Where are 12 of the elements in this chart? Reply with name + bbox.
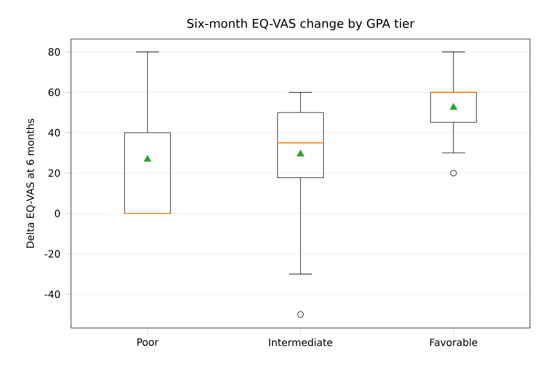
y-tick-label: 20 [48,169,60,177]
y-tick-label: 80 [48,48,60,56]
y-tick-label: 0 [54,210,60,218]
chart-title: Six-month EQ-VAS change by GPA tier [187,18,414,30]
y-axis-title: Delta EQ-VAS at 6 months [26,118,36,248]
x-tick-label: Favorable [430,338,478,346]
y-tick-label: -40 [44,290,60,298]
x-tick-label: Poor [137,338,159,346]
y-tick-label: -20 [44,250,60,258]
y-tick-label: 40 [48,128,60,136]
y-tick-label: 60 [48,88,60,96]
x-tick-label: Intermediate [269,338,332,346]
